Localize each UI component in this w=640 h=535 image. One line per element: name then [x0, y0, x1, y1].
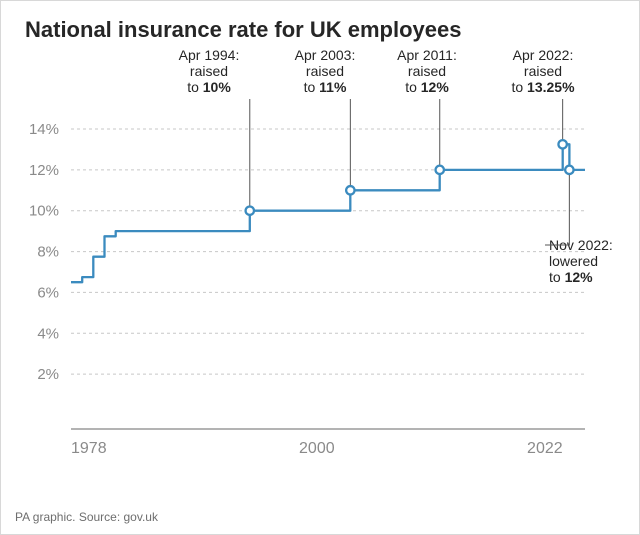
annotation-3: Apr 2022:raisedto 13.25%	[493, 47, 593, 95]
chart-svg: 2%4%6%8%10%12%14%197820002022	[65, 129, 595, 449]
chart-source: PA graphic. Source: gov.uk	[15, 510, 158, 524]
svg-text:6%: 6%	[37, 284, 59, 301]
svg-text:10%: 10%	[29, 203, 59, 220]
svg-text:2000: 2000	[299, 440, 335, 457]
svg-text:1978: 1978	[71, 440, 107, 457]
annotation-to: to	[511, 79, 527, 95]
svg-text:2%: 2%	[37, 366, 59, 383]
annotation-date: Apr 2003:	[295, 47, 356, 63]
annotation-date: Apr 1994:	[179, 47, 240, 63]
annotation-0: Apr 1994:raisedto 10%	[159, 47, 259, 95]
annotation-action: raised	[408, 63, 446, 79]
annotation-date: Apr 2022:	[513, 47, 574, 63]
annotation-1: Apr 2003:raisedto 11%	[275, 47, 375, 95]
chart-area: 2%4%6%8%10%12%14%197820002022	[65, 129, 595, 449]
annotation-value: 13.25%	[527, 79, 574, 95]
annotation-action: raised	[190, 63, 228, 79]
annotation-2: Apr 2011:raisedto 12%	[377, 47, 477, 95]
chart-title: National insurance rate for UK employees	[25, 17, 461, 43]
annotation-value: 11%	[319, 79, 346, 95]
svg-text:4%: 4%	[37, 325, 59, 342]
annotation-value: 12%	[421, 79, 449, 95]
annotation-action: raised	[306, 63, 344, 79]
annotation-date: Apr 2011:	[397, 47, 457, 63]
annotation-to: to	[405, 79, 421, 95]
chart-card: National insurance rate for UK employees…	[0, 0, 640, 535]
annotation-action: raised	[524, 63, 562, 79]
annotation-to: to	[304, 79, 320, 95]
annotation-value: 10%	[203, 79, 231, 95]
svg-text:2022: 2022	[527, 440, 563, 457]
svg-text:14%: 14%	[29, 121, 59, 138]
annotation-to: to	[187, 79, 203, 95]
svg-text:8%: 8%	[37, 244, 59, 261]
svg-text:12%: 12%	[29, 162, 59, 179]
